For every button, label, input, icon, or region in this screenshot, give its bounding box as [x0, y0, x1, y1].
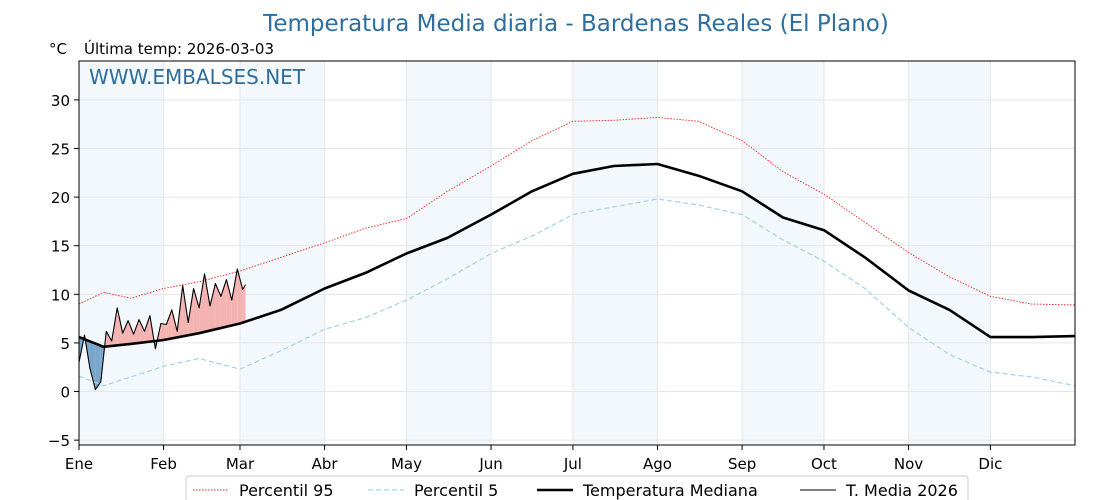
anomaly-warm-area [242, 284, 246, 323]
month-bands [79, 61, 991, 445]
anomaly-warm-area [237, 269, 243, 325]
anomaly-warm-area [117, 307, 123, 346]
anomaly-warm-area [231, 269, 238, 326]
month-band [908, 61, 991, 445]
month-band [239, 61, 325, 445]
x-tick-label: Dic [978, 455, 1002, 473]
series-lines [78, 116, 1076, 391]
series-line-t-media-2026 [78, 268, 246, 391]
y-tick-label: 0 [60, 384, 70, 402]
anomaly-warm-area [193, 288, 200, 335]
anomaly-warm-area [128, 320, 134, 345]
y-tick-label: 30 [51, 92, 70, 110]
legend-box [185, 475, 969, 500]
anomaly-warm-area [199, 273, 205, 334]
y-tick-label: 5 [60, 335, 70, 353]
anomaly-warm-area [215, 283, 221, 330]
y-tick-label: 25 [51, 140, 70, 158]
y-axis-ticks: −5 0 5 10 15 20 25 30 [48, 92, 79, 450]
month-band [406, 61, 492, 445]
legend-label: Percentil 95 [239, 481, 334, 500]
series-line-percentil-5 [78, 198, 1076, 387]
x-tick-label: Nov [894, 455, 923, 473]
y-axis-unit-label: °C [49, 40, 67, 58]
anomaly-warm-area [133, 319, 140, 344]
x-axis-ticks: Ene Feb Mar Abr May Jun Jul Ago Sep Oct Nov Dic [65, 445, 1002, 473]
watermark: WWW.EMBALSES.NET [89, 65, 306, 89]
chart-title: Temperatura Media diaria - Bardenas Real… [262, 11, 889, 37]
x-tick-label: Ago [643, 455, 672, 473]
legend-label: Temperatura Mediana [582, 481, 758, 500]
x-tick-label: Sep [728, 455, 756, 473]
month-band [572, 61, 658, 445]
anomaly-warm-area [160, 323, 167, 341]
anomaly-warm-area [106, 331, 112, 347]
legend-label: T. Media 2026 [845, 481, 958, 500]
legend-label: Percentil 5 [414, 481, 498, 500]
x-tick-label: Feb [150, 455, 177, 473]
anomaly-warm-area [144, 315, 150, 343]
x-tick-label: May [391, 455, 422, 473]
legend: Percentil 95 Percentil 5 Temperatura Media… [185, 475, 969, 500]
anomaly-cold-area [95, 343, 101, 390]
x-tick-label: Jun [478, 455, 502, 473]
anomaly-warm-area [139, 319, 145, 343]
month-band [742, 61, 824, 445]
x-tick-label: Mar [226, 455, 255, 473]
anomaly-warm-area [209, 283, 216, 331]
y-tick-label: 20 [51, 189, 70, 207]
y-tick-label: 15 [51, 238, 70, 256]
anomaly-cold-area [89, 341, 96, 390]
anomaly-warm-area [166, 309, 172, 340]
anomaly-warm-area [204, 273, 210, 332]
anomaly-warm-area [122, 320, 129, 345]
x-tick-label: Jul [563, 455, 582, 473]
y-tick-label: 10 [51, 286, 70, 304]
series-line-temperatura-mediana [78, 162, 1076, 349]
plot-frame [78, 60, 1076, 446]
y-tick-label: −5 [48, 432, 70, 450]
month-band [79, 61, 164, 445]
x-tick-label: Oct [811, 455, 837, 473]
anomaly-fills [79, 269, 246, 390]
anomaly-warm-area [220, 279, 227, 329]
x-tick-label: Abr [312, 455, 339, 473]
x-tick-label: Ene [65, 455, 93, 473]
last-temp-label: Última temp: 2026-03-03 [84, 39, 274, 58]
anomaly-warm-area [226, 279, 232, 327]
